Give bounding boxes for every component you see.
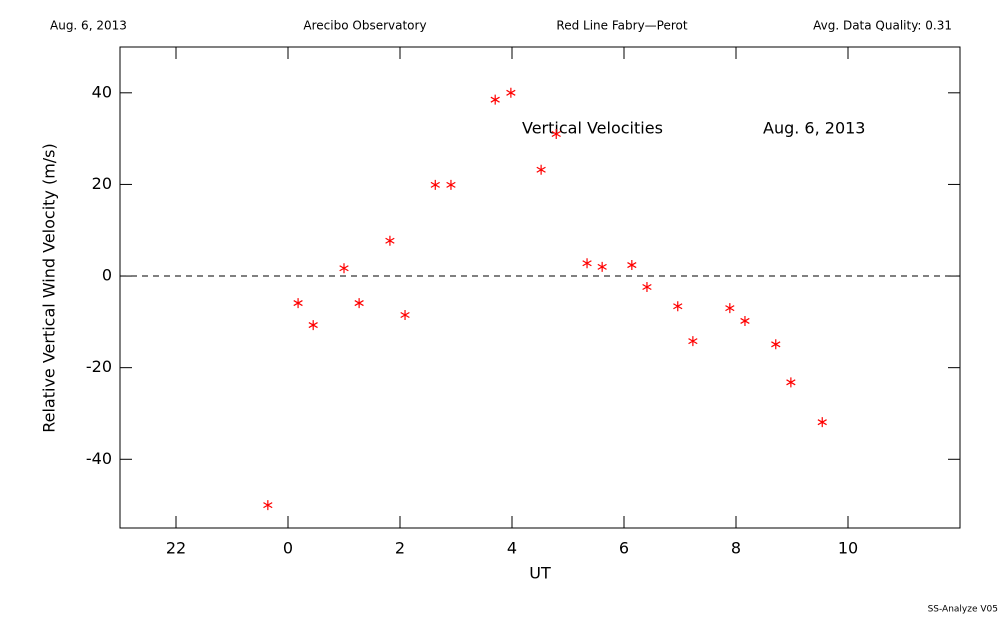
y-tick-label: 0 bbox=[102, 266, 112, 285]
marker bbox=[400, 309, 410, 320]
footer: SS-Analyze V05 bbox=[928, 605, 998, 615]
header-quality: Avg. Data Quality: 0.31 bbox=[813, 19, 952, 33]
x-tick-label: 8 bbox=[731, 539, 741, 558]
marker bbox=[446, 179, 456, 190]
marker bbox=[740, 315, 750, 326]
marker bbox=[490, 94, 500, 105]
marker bbox=[627, 260, 637, 271]
y-axis-label: Relative Vertical Wind Velocity (m/s) bbox=[40, 143, 59, 433]
x-tick-label: 6 bbox=[619, 539, 629, 558]
marker bbox=[430, 179, 440, 190]
marker bbox=[673, 301, 683, 312]
marker bbox=[642, 282, 652, 293]
header-instrument: Red Line Fabry—Perot bbox=[556, 19, 687, 33]
x-tick-label: 0 bbox=[283, 539, 293, 558]
marker bbox=[771, 339, 781, 350]
marker bbox=[506, 87, 516, 98]
marker bbox=[339, 263, 349, 274]
header-date: Aug. 6, 2013 bbox=[50, 19, 127, 33]
y-tick-label: -40 bbox=[86, 449, 112, 468]
x-tick-label: 22 bbox=[166, 539, 186, 558]
annotation: Vertical Velocities bbox=[522, 119, 663, 138]
marker bbox=[582, 258, 592, 269]
marker bbox=[786, 377, 796, 388]
x-tick-label: 2 bbox=[395, 539, 405, 558]
marker bbox=[308, 320, 318, 331]
plot-frame bbox=[119, 46, 961, 529]
marker bbox=[725, 303, 735, 314]
y-tick-label: 40 bbox=[92, 82, 112, 101]
y-tick-label: -20 bbox=[86, 357, 112, 376]
marker bbox=[597, 261, 607, 272]
x-tick-label: 10 bbox=[838, 539, 858, 558]
header-site: Arecibo Observatory bbox=[303, 19, 426, 33]
annotation: Aug. 6, 2013 bbox=[763, 119, 865, 138]
marker bbox=[263, 500, 273, 511]
y-tick-label: 20 bbox=[92, 174, 112, 193]
marker bbox=[551, 129, 561, 140]
marker bbox=[354, 298, 364, 309]
x-tick-label: 4 bbox=[507, 539, 517, 558]
marker bbox=[817, 417, 827, 428]
marker bbox=[385, 235, 395, 246]
x-axis-label: UT bbox=[529, 564, 551, 583]
marker bbox=[688, 336, 698, 347]
marker bbox=[536, 164, 546, 175]
marker bbox=[293, 298, 303, 309]
